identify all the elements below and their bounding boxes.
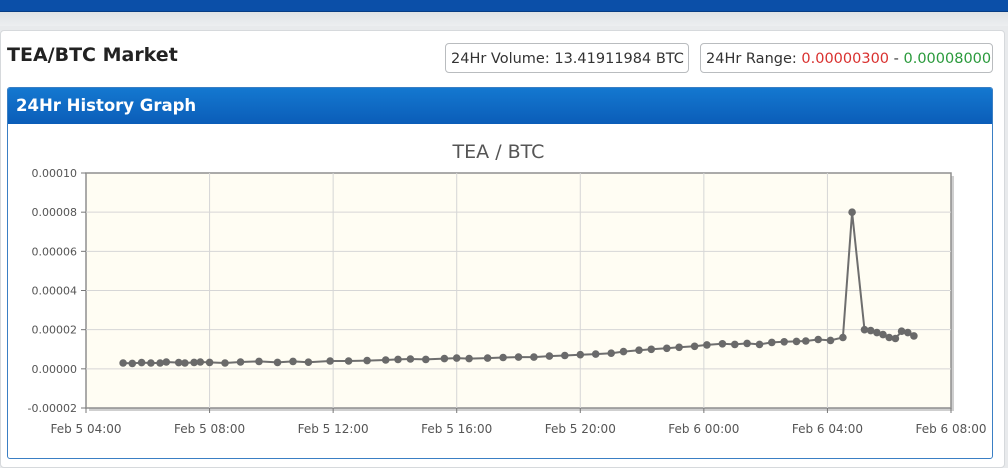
price-point: [181, 359, 189, 367]
price-point: [802, 337, 810, 345]
price-point: [119, 359, 127, 367]
price-point: [499, 353, 507, 362]
price-point: [675, 343, 683, 352]
x-tick-label: Feb 6 00:00: [668, 422, 739, 436]
y-tick-label: 0.00000: [32, 363, 78, 376]
price-point: [897, 327, 906, 335]
price-point: [607, 349, 615, 358]
price-point: [891, 334, 900, 343]
price-point: [530, 353, 538, 361]
price-line: [123, 212, 915, 365]
price-point: [174, 358, 183, 367]
price-point: [866, 326, 875, 335]
x-tick-label: Feb 5 16:00: [421, 422, 492, 436]
price-point: [406, 355, 415, 363]
history-chart: TEA / BTC -0.00002 0.00000 0.00002 0.00004 0.…: [28, 141, 987, 436]
price-point: [591, 350, 600, 358]
x-tick-label: Feb 5 12:00: [298, 422, 369, 436]
price-point: [768, 338, 776, 347]
price-point: [561, 351, 569, 360]
price-point: [780, 338, 788, 346]
price-point: [196, 358, 205, 366]
y-tick-label: -0.00002: [28, 402, 77, 415]
history-card: 24Hr History Graph TEA / BTC -0.00002 0.00…: [7, 87, 993, 459]
y-tick-label: 0.00004: [32, 285, 78, 298]
price-point: [304, 358, 313, 367]
x-tick-label: Feb 6 04:00: [792, 422, 863, 436]
price-point: [465, 354, 473, 363]
volume-value: 13.41911984 BTC: [554, 51, 684, 67]
price-point: [326, 357, 334, 365]
price-point: [885, 333, 893, 342]
price-point: [255, 357, 263, 366]
price-point: [619, 347, 628, 356]
price-point: [647, 345, 656, 354]
price-point: [879, 330, 887, 339]
chart-title: TEA / BTC: [452, 141, 545, 163]
price-point: [483, 354, 492, 362]
price-point: [826, 336, 835, 345]
y-tick-label: 0.00002: [32, 324, 78, 337]
price-point: [690, 342, 699, 351]
price-point: [718, 340, 727, 348]
range-label: 24Hr Range:: [706, 51, 797, 67]
price-point: [514, 353, 523, 361]
top-nav-bar: [0, 0, 1008, 12]
price-point: [205, 358, 214, 367]
price-point: [873, 328, 881, 337]
price-point: [576, 350, 585, 359]
price-point: [792, 337, 801, 346]
price-point: [731, 340, 739, 349]
price-point: [236, 358, 245, 366]
range-low-value: 0.00000300: [801, 51, 890, 67]
market-title: TEA/BTC Market: [7, 44, 178, 66]
price-point: [860, 325, 869, 334]
nav-shadow: [0, 12, 1008, 26]
price-point: [663, 344, 671, 353]
price-point: [910, 332, 918, 340]
price-point: [273, 358, 282, 367]
price-point: [848, 208, 856, 216]
price-point: [162, 358, 171, 366]
price-point: [440, 354, 449, 363]
x-tick-label: Feb 5 20:00: [545, 422, 616, 436]
price-point: [137, 358, 146, 367]
volume-label: 24Hr Volume:: [451, 51, 550, 67]
y-tick-label: 0.00006: [32, 245, 78, 258]
range-box: 24Hr Range: 0.00000300 - 0.00008000: [700, 43, 993, 73]
price-point: [381, 356, 390, 364]
volume-box: 24Hr Volume: 13.41911984 BTC: [445, 43, 689, 73]
price-point: [452, 354, 461, 362]
price-point: [422, 355, 430, 364]
price-point: [128, 359, 137, 368]
price-point: [221, 359, 229, 367]
price-point: [147, 359, 155, 367]
x-tick-label: Feb 5 04:00: [50, 422, 121, 436]
range-high-value: 0.00008000: [903, 51, 992, 67]
price-point: [344, 357, 353, 365]
price-point: [839, 333, 847, 342]
range-separator: -: [893, 51, 899, 67]
price-point: [635, 346, 643, 355]
x-tick-label: Feb 6 08:00: [915, 422, 986, 436]
price-point: [363, 356, 371, 365]
price-point: [703, 341, 711, 349]
y-tick-label: 0.00008: [32, 206, 78, 219]
price-point: [190, 358, 198, 367]
x-tick-label: Feb 5 08:00: [174, 422, 245, 436]
price-point: [755, 340, 764, 349]
price-point: [743, 339, 751, 348]
price-point: [814, 335, 822, 344]
price-point: [394, 355, 402, 364]
price-point: [156, 359, 164, 367]
price-point: [904, 328, 912, 337]
y-tick-label: 0.00010: [32, 167, 78, 180]
price-point: [289, 357, 297, 366]
history-card-header: 24Hr History Graph: [8, 88, 992, 124]
price-point: [545, 352, 554, 360]
